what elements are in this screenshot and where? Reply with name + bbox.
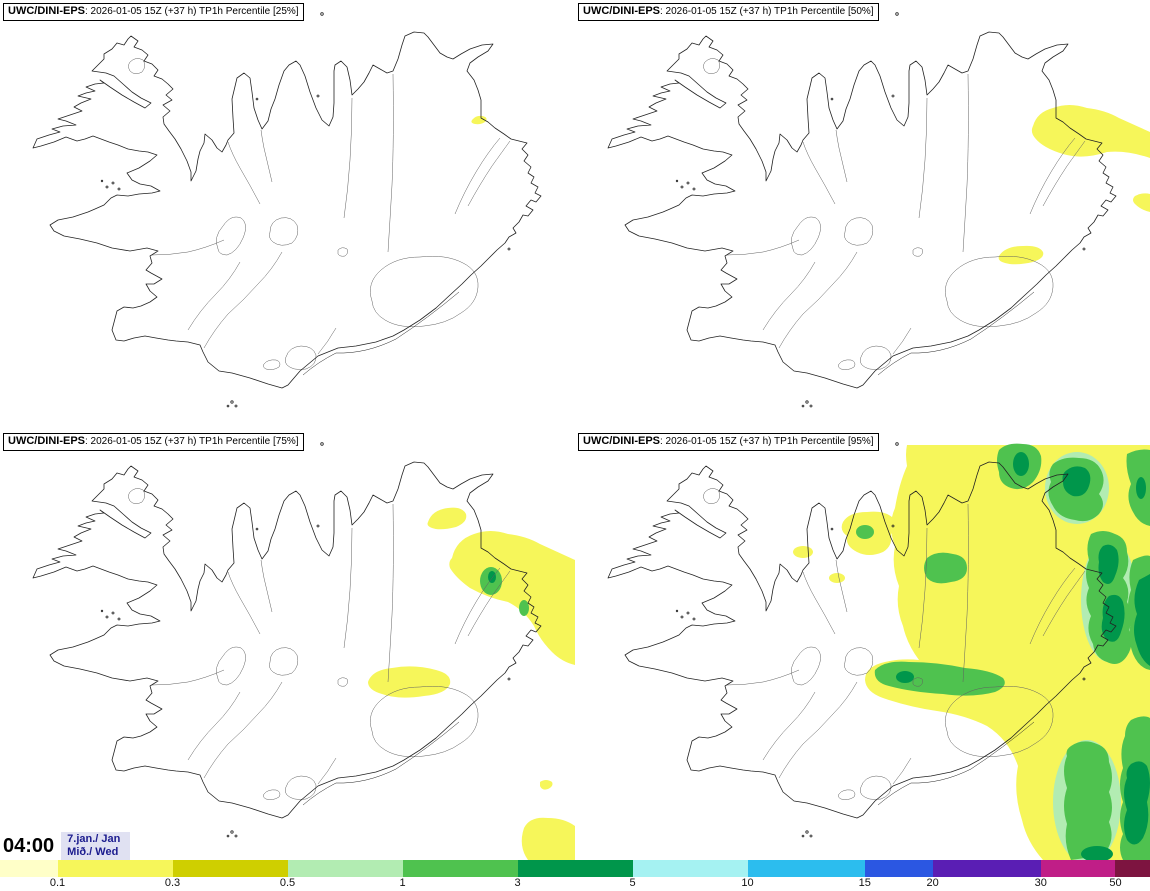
colorbar-tick-label: 30 (1034, 877, 1047, 889)
colorbar-segment (1115, 860, 1150, 877)
colorbar-segment (517, 860, 633, 877)
colorbar-segment (172, 860, 288, 877)
colorbar-segment (1040, 860, 1116, 877)
panel-title-95: UWC/DINI-EPS: 2026-01-05 15Z (+37 h) TP1… (578, 433, 879, 451)
colorbar-tick-label: 15 (858, 877, 871, 889)
colorbar-tick-label: 50 (1109, 877, 1122, 889)
map-canvas-25 (32, 12, 542, 408)
colorbar-segment (287, 860, 403, 877)
colorbar-tick-label: 5 (629, 877, 636, 889)
valid-date-box: 7.jan./ Jan Mið./ Wed (61, 832, 131, 860)
colorbar-segment (864, 860, 933, 877)
colorbar-segment (0, 860, 58, 877)
map-panel-50th-percentile: UWC/DINI-EPS: 2026-01-05 15Z (+37 h) TP1… (575, 0, 1150, 430)
model-name: UWC/DINI-EPS (583, 5, 660, 17)
model-name: UWC/DINI-EPS (8, 435, 85, 447)
map-canvas-95 (607, 442, 1150, 860)
colorbar-segment (932, 860, 1041, 877)
colorbar-segment (57, 860, 173, 877)
colorbar-tick-label: 20 (926, 877, 939, 889)
panel-subtitle: : 2026-01-05 15Z (+37 h) TP1h Percentile… (85, 436, 299, 447)
precipitation-colorbar: 0.1 0.3 0.5 1 3 5 10 15 20 30 50 (0, 860, 1150, 891)
colorbar-labels: 0.1 0.3 0.5 1 3 5 10 15 20 30 50 (0, 877, 1150, 891)
panel-title-75: UWC/DINI-EPS: 2026-01-05 15Z (+37 h) TP1… (3, 433, 304, 451)
valid-date-line2: Mið./ Wed (67, 846, 119, 858)
valid-time-bar: 04:00 7.jan./ Jan Mið./ Wed (0, 832, 131, 860)
colorbar-tick-label: 3 (514, 877, 521, 889)
panel-subtitle: : 2026-01-05 15Z (+37 h) TP1h Percentile… (85, 6, 299, 17)
colorbar-segment (402, 860, 518, 877)
map-grid: UWC/DINI-EPS: 2026-01-05 15Z (+37 h) TP1… (0, 0, 1150, 860)
map-panel-95th-percentile: UWC/DINI-EPS: 2026-01-05 15Z (+37 h) TP1… (575, 430, 1150, 860)
colorbar-tick-label: 10 (741, 877, 754, 889)
panel-title-50: UWC/DINI-EPS: 2026-01-05 15Z (+37 h) TP1… (578, 3, 879, 21)
model-name: UWC/DINI-EPS (8, 5, 85, 17)
colorbar-segment (632, 860, 748, 877)
valid-time: 04:00 (3, 835, 55, 857)
colorbar-tick-label: 0.1 (49, 877, 66, 889)
map-panel-25th-percentile: UWC/DINI-EPS: 2026-01-05 15Z (+37 h) TP1… (0, 0, 575, 430)
panel-subtitle: : 2026-01-05 15Z (+37 h) TP1h Percentile… (660, 436, 874, 447)
colorbar-segment (747, 860, 865, 877)
valid-date-line1: 7.jan./ Jan (67, 833, 121, 845)
map-canvas-50 (607, 12, 1150, 408)
map-canvas-75 (32, 442, 575, 860)
model-name: UWC/DINI-EPS (583, 435, 660, 447)
panel-title-25: UWC/DINI-EPS: 2026-01-05 15Z (+37 h) TP1… (3, 3, 304, 21)
panel-subtitle: : 2026-01-05 15Z (+37 h) TP1h Percentile… (660, 6, 874, 17)
colorbar-tick-label: 0.3 (164, 877, 181, 889)
colorbar-segments (0, 860, 1150, 877)
colorbar-tick-label: 1 (399, 877, 406, 889)
colorbar-tick-label: 0.5 (279, 877, 296, 889)
map-panel-75th-percentile: UWC/DINI-EPS: 2026-01-05 15Z (+37 h) TP1… (0, 430, 575, 860)
